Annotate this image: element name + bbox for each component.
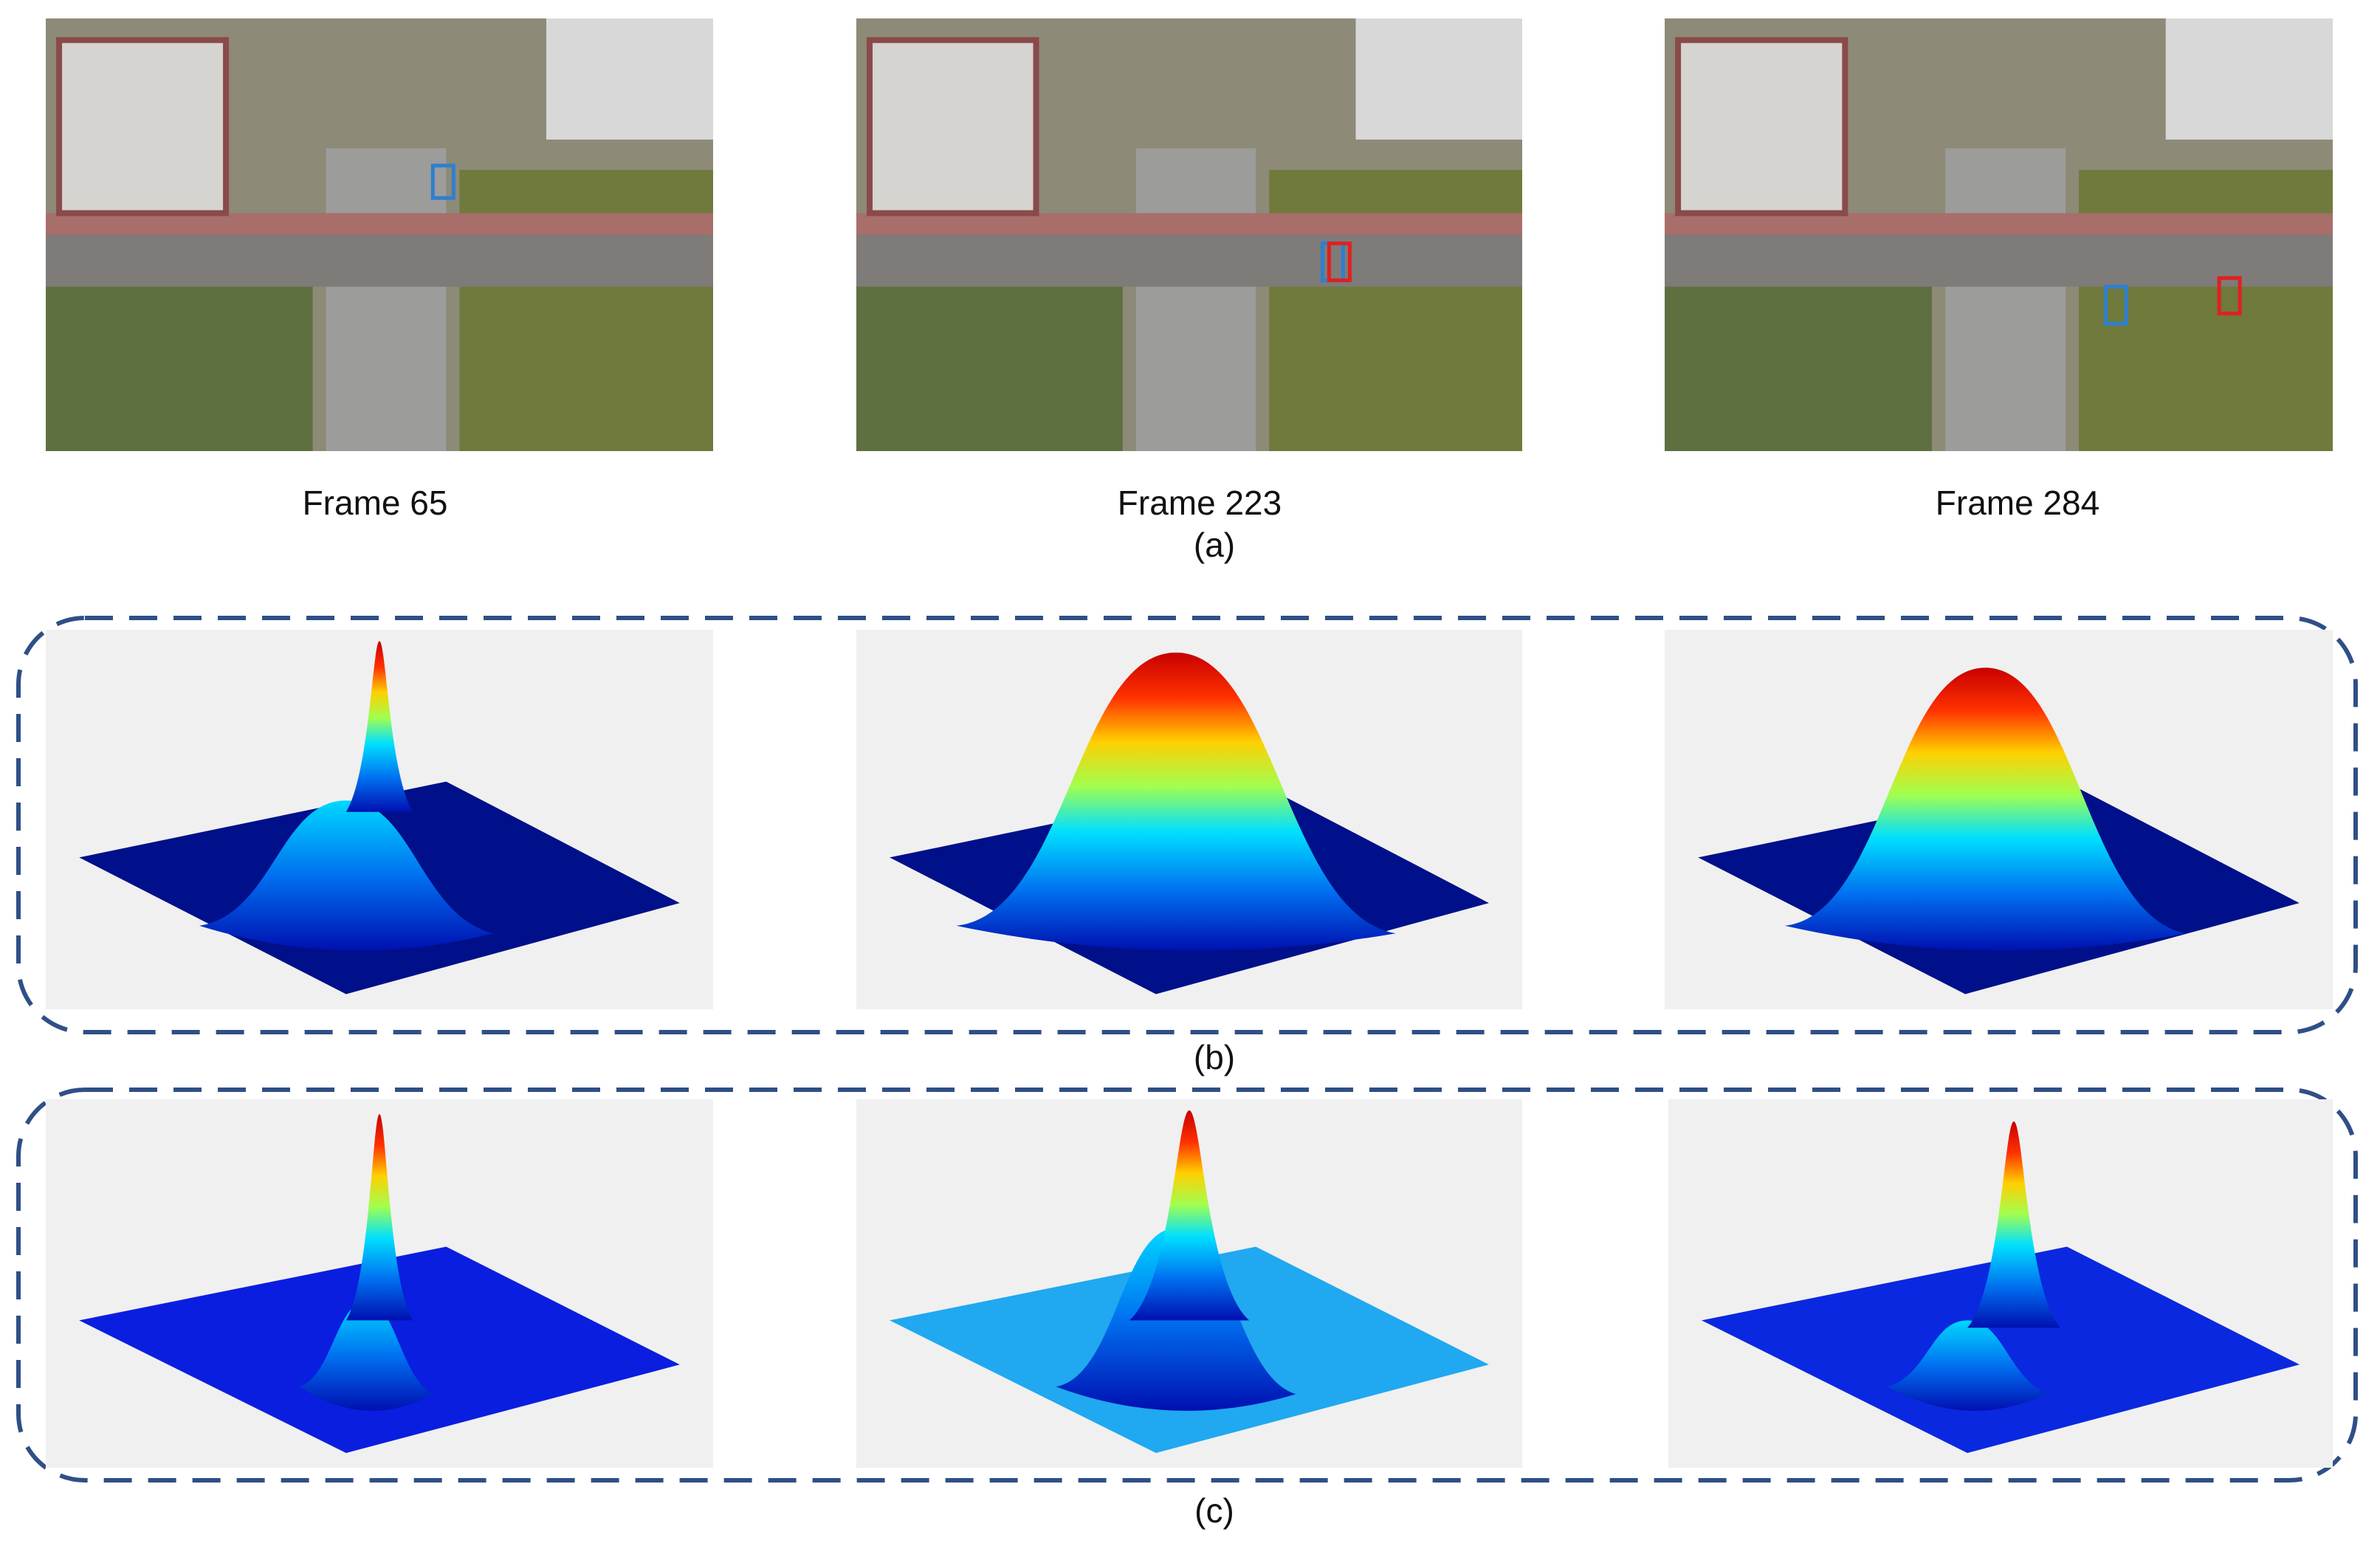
surface-peak bbox=[345, 1113, 413, 1321]
response-map bbox=[1665, 630, 2333, 1009]
sidewalk bbox=[1665, 213, 2333, 235]
panel-b-frame bbox=[16, 616, 2358, 1034]
caption: (a) bbox=[1194, 526, 1235, 564]
surface-mound bbox=[1888, 1320, 2047, 1411]
frame-label: Frame 65 bbox=[303, 484, 448, 522]
sidewalk bbox=[46, 213, 713, 235]
building bbox=[546, 18, 713, 140]
building bbox=[867, 37, 1039, 216]
frame-label: Frame 284 bbox=[1936, 484, 2099, 522]
road bbox=[1135, 148, 1256, 452]
surface-peak bbox=[1967, 1121, 2060, 1328]
caption: (b) bbox=[1194, 1038, 1235, 1076]
response-map bbox=[1668, 1099, 2333, 1468]
road bbox=[326, 148, 447, 452]
response-map bbox=[46, 1099, 713, 1468]
track-box bbox=[430, 163, 455, 200]
surface-mound bbox=[299, 1302, 433, 1411]
sidewalk bbox=[856, 213, 1522, 235]
lawn bbox=[1665, 278, 1932, 451]
frame-label: Frame 223 bbox=[1118, 484, 1282, 522]
road bbox=[46, 235, 713, 287]
road bbox=[856, 235, 1522, 287]
track-box bbox=[1327, 241, 1352, 283]
building bbox=[56, 37, 230, 216]
lawn bbox=[1269, 170, 1522, 451]
caption: (c) bbox=[1194, 1491, 1234, 1530]
response-map bbox=[856, 630, 1522, 1009]
photo bbox=[856, 18, 1522, 452]
response-map bbox=[856, 1099, 1522, 1468]
building bbox=[2165, 18, 2333, 140]
road bbox=[1945, 148, 2066, 452]
surface-mound bbox=[1784, 667, 2186, 951]
track-box bbox=[2103, 284, 2128, 326]
lawn bbox=[46, 278, 313, 451]
response-map bbox=[46, 630, 713, 1009]
surface-peak bbox=[345, 641, 413, 812]
panel-c-frame bbox=[16, 1088, 2358, 1483]
photo bbox=[1665, 18, 2333, 452]
lawn bbox=[856, 278, 1123, 451]
building bbox=[1355, 18, 1522, 140]
surface-mound bbox=[956, 652, 1396, 951]
photo bbox=[46, 18, 713, 452]
track-box bbox=[2217, 276, 2242, 316]
surface-peak bbox=[1129, 1110, 1250, 1321]
lawn bbox=[459, 170, 713, 451]
surface-mound bbox=[199, 800, 493, 951]
lawn bbox=[2079, 170, 2333, 451]
building bbox=[1675, 37, 1848, 216]
